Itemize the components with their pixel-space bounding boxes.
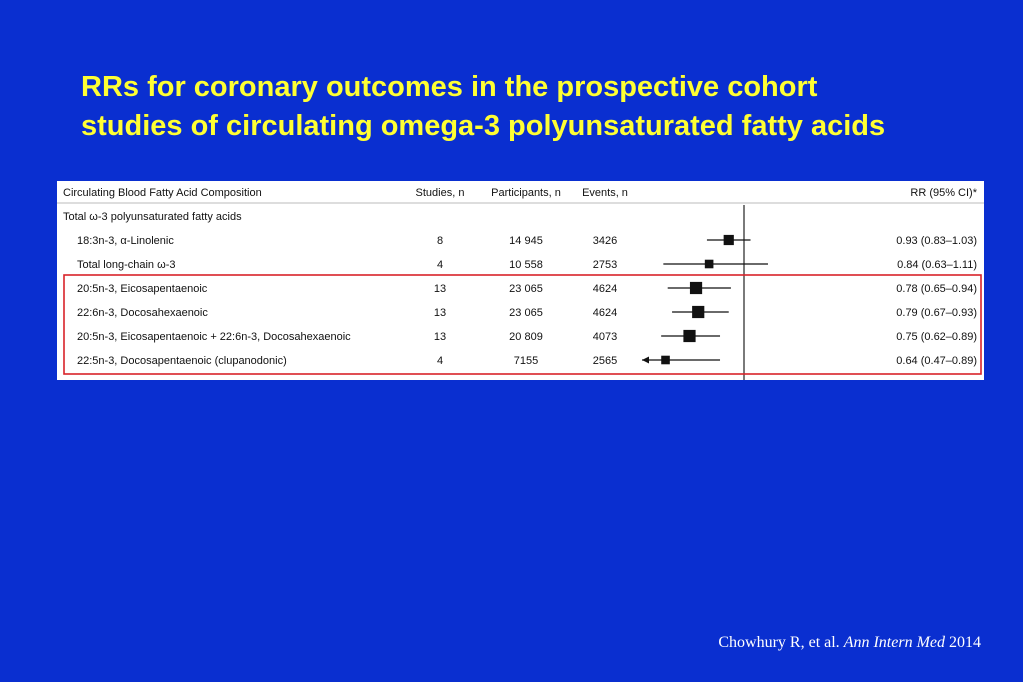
ci-arrow <box>642 356 649 364</box>
table-row: Total ω-3 polyunsaturated fatty acids <box>63 211 242 223</box>
table-row: 20:5n-3, Eicosapentaenoic + 22:6n-3, Doc… <box>77 329 977 343</box>
row-studies: 13 <box>434 283 446 295</box>
table-row: 20:5n-3, Eicosapentaenoic 13 23 065 4624 0.7… <box>77 281 977 295</box>
header-row: Circulating Blood Fatty Acid Composition… <box>63 187 978 199</box>
row-participants: 23 065 <box>509 307 543 319</box>
row-rr-text: 0.84 (0.63–1.11) <box>897 259 977 271</box>
row-participants: 10 558 <box>509 259 543 271</box>
row-label: Total ω-3 polyunsaturated fatty acids <box>63 211 242 223</box>
row-events: 2565 <box>593 355 617 367</box>
table-rows: Total ω-3 polyunsaturated fatty acids 18:… <box>63 211 977 367</box>
row-participants: 23 065 <box>509 283 543 295</box>
citation-year: 2014 <box>949 634 981 651</box>
row-events: 4624 <box>593 307 617 319</box>
row-rr-text: 0.78 (0.65–0.94) <box>896 283 977 295</box>
row-studies: 13 <box>434 307 446 319</box>
citation-journal: Ann Intern Med <box>843 634 945 651</box>
header-rr: RR (95% CI)* <box>910 187 977 199</box>
row-rr-text: 0.75 (0.62–0.89) <box>896 331 977 343</box>
row-rr-text: 0.93 (0.83–1.03) <box>896 235 977 247</box>
row-events: 3426 <box>593 235 617 247</box>
title-line-2: studies of circulating omega-3 polyunsat… <box>81 110 886 142</box>
row-participants: 7155 <box>514 355 538 367</box>
row-label: Total long-chain ω-3 <box>77 259 175 271</box>
header-composition: Circulating Blood Fatty Acid Composition <box>63 187 262 199</box>
table-row: Total long-chain ω-3 4 10 558 2753 0.84 (0.6… <box>77 259 977 271</box>
row-participants: 14 945 <box>509 235 543 247</box>
table-row: 18:3n-3, α-Linolenic 8 14 945 3426 0.93 (0.8… <box>77 234 977 247</box>
title-line-1: RRs for coronary outcomes in the prospec… <box>81 71 818 103</box>
point-estimate <box>661 355 670 365</box>
highlight-box <box>63 274 982 375</box>
table-row: 22:5n-3, Docosapentaenoic (clupanodonic)… <box>77 355 977 367</box>
row-participants: 20 809 <box>509 331 543 343</box>
row-label: 20:5n-3, Eicosapentaenoic + 22:6n-3, Doc… <box>77 331 351 343</box>
row-label: 18:3n-3, α-Linolenic <box>77 235 174 247</box>
row-studies: 8 <box>437 235 443 247</box>
point-estimate <box>692 305 705 319</box>
point-estimate <box>683 329 696 343</box>
row-label: 22:6n-3, Docosahexaenoic <box>77 307 208 319</box>
row-rr-text: 0.64 (0.47–0.89) <box>896 355 977 367</box>
row-events: 2753 <box>593 259 617 271</box>
citation: Chowhury R, et al. Ann Intern Med 2014 <box>718 634 981 652</box>
forest-plot: Circulating Blood Fatty Acid Composition… <box>57 187 984 380</box>
slide-title: RRs for coronary outcomes in the prospec… <box>81 68 1011 146</box>
row-label: 22:5n-3, Docosapentaenoic (clupanodonic) <box>77 355 287 367</box>
header-studies: Studies, n <box>416 187 465 199</box>
header-events: Events, n <box>582 187 628 199</box>
header-participants: Participants, n <box>491 187 561 199</box>
table-row: 22:6n-3, Docosahexaenoic 13 23 065 4624 0.79… <box>77 305 977 319</box>
point-estimate <box>723 234 734 246</box>
point-estimate <box>689 281 703 295</box>
citation-authors: Chowhury R, et al. <box>718 634 840 651</box>
row-rr-text: 0.79 (0.67–0.93) <box>896 307 977 319</box>
row-studies: 4 <box>437 259 443 271</box>
row-studies: 4 <box>437 355 443 367</box>
row-events: 4624 <box>593 283 617 295</box>
forest-plot-panel: Circulating Blood Fatty Acid Composition… <box>57 181 984 380</box>
row-label: 20:5n-3, Eicosapentaenoic <box>77 283 208 295</box>
row-events: 4073 <box>593 331 617 343</box>
point-estimate <box>704 259 714 269</box>
row-studies: 13 <box>434 331 446 343</box>
